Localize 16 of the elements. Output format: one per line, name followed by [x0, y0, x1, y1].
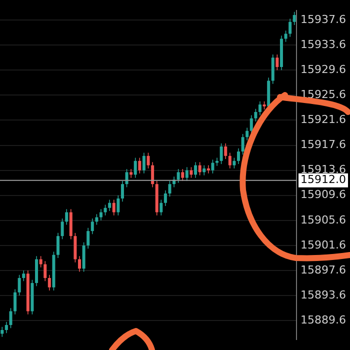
y-tick-label: 15917.6	[300, 138, 346, 152]
y-tick-label: 15905.6	[300, 213, 346, 226]
y-tick-label: 15929.6	[300, 62, 346, 76]
candlestick	[130, 169, 133, 178]
candlestick	[206, 165, 210, 174]
ref-line-label: 15912.0	[300, 173, 346, 186]
y-tick-label: 15897.6	[300, 263, 346, 276]
y-tick-label: 15933.6	[300, 38, 346, 51]
y-tick-label: 15889.6	[300, 313, 346, 326]
y-tick-label: 15937.6	[300, 12, 346, 26]
y-tick-label: 15893.6	[300, 288, 346, 302]
y-tick-label: 15925.6	[300, 88, 346, 102]
candlestick	[216, 158, 219, 166]
y-tick-label: 15921.6	[300, 113, 346, 126]
y-tick-label: 15909.6	[300, 188, 346, 202]
y-tick-label: 15901.6	[300, 238, 346, 252]
